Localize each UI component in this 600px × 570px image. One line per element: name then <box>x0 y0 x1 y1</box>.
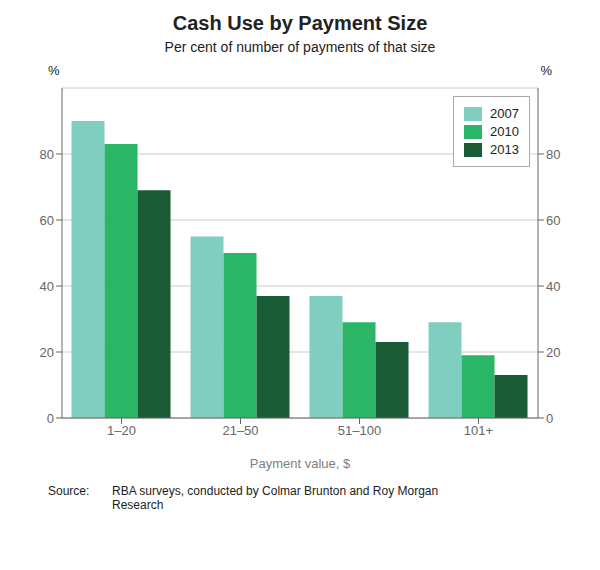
html-text:Source:: Source: <box>48 484 90 498</box>
svg-text:101+: 101+ <box>464 423 493 438</box>
svg-text:20: 20 <box>40 345 54 360</box>
svg-text:80: 80 <box>546 147 560 162</box>
html-text:2010: 2010 <box>490 124 519 139</box>
html-text:RBA surveys, conducted by Colm: RBA surveys, conducted by Colmar Brunton… <box>112 484 439 498</box>
html-text:2007: 2007 <box>490 106 519 121</box>
svg-text:21–50: 21–50 <box>222 423 258 438</box>
svg-text:60: 60 <box>546 213 560 228</box>
html-text:Per cent of number of payments: Per cent of number of payments of that s… <box>164 39 436 55</box>
svg-text:1–20: 1–20 <box>107 423 136 438</box>
svg-text:40: 40 <box>546 279 560 294</box>
svg-text:51–100: 51–100 <box>338 423 381 438</box>
svg-text:60: 60 <box>40 213 54 228</box>
svg-text:80: 80 <box>40 147 54 162</box>
html-text:2013: 2013 <box>490 142 519 157</box>
svg-text:20: 20 <box>546 345 560 360</box>
svg-text:0: 0 <box>546 411 553 426</box>
html-text:Research: Research <box>112 498 164 512</box>
svg-text:0: 0 <box>47 411 54 426</box>
svg-text:Payment value, $: Payment value, $ <box>250 456 351 471</box>
svg-text:40: 40 <box>40 279 54 294</box>
html-text:Cash Use by Payment Size: Cash Use by Payment Size <box>172 12 428 34</box>
